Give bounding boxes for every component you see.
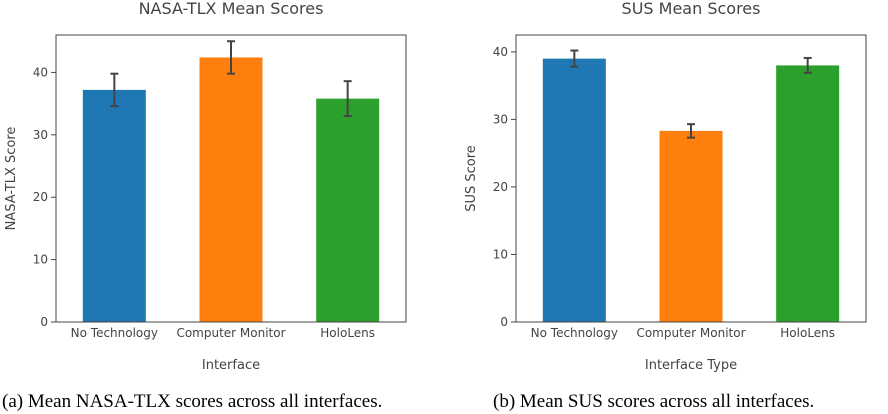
y-tick-label: 30 xyxy=(33,128,48,142)
caption-b: (b) Mean SUS scores across all interface… xyxy=(493,391,815,412)
chart-title: SUS Mean Scores xyxy=(622,0,761,18)
y-tick-label: 10 xyxy=(493,247,508,261)
x-tick-label: Computer Monitor xyxy=(176,326,285,340)
bar-2 xyxy=(659,130,723,322)
y-tick-label: 30 xyxy=(493,112,508,126)
plot-frame xyxy=(515,34,867,323)
bar-2 xyxy=(199,57,263,322)
x-axis-label: Interface Type xyxy=(645,358,737,373)
y-tick-label: 40 xyxy=(493,45,508,59)
x-tick-label: No Technology xyxy=(71,326,158,340)
x-tick-label: HoloLens xyxy=(780,326,835,340)
bar-3 xyxy=(776,65,840,322)
x-tick-label: HoloLens xyxy=(320,326,375,340)
y-axis-label: NASA-TLX Score xyxy=(4,127,19,231)
y-tick-label: 20 xyxy=(33,190,48,204)
y-tick-label: 10 xyxy=(33,253,48,267)
chart-title: NASA-TLX Mean Scores xyxy=(139,0,324,18)
x-tick-label: Computer Monitor xyxy=(636,326,745,340)
y-tick-label: 0 xyxy=(40,315,48,329)
caption-a: (a) Mean NASA-TLX scores across all inte… xyxy=(2,391,383,412)
sus-chart: SUS Mean Scores 0 10 20 30 40 No Technology Com… xyxy=(464,0,867,373)
bar-1 xyxy=(82,89,146,322)
bar-3 xyxy=(316,98,380,322)
nasa-tlx-chart: NASA-TLX Mean Scores 0 10 20 30 40 No Technolo… xyxy=(4,0,407,373)
y-tick-label: 20 xyxy=(493,180,508,194)
x-axis-label: Interface xyxy=(202,358,260,373)
y-axis-label: SUS Score xyxy=(464,145,479,212)
y-tick-label: 0 xyxy=(500,315,508,329)
x-tick-label: No Technology xyxy=(531,326,618,340)
bar-1 xyxy=(542,58,606,323)
y-tick-label: 40 xyxy=(33,65,48,79)
plot-frame xyxy=(55,34,407,323)
